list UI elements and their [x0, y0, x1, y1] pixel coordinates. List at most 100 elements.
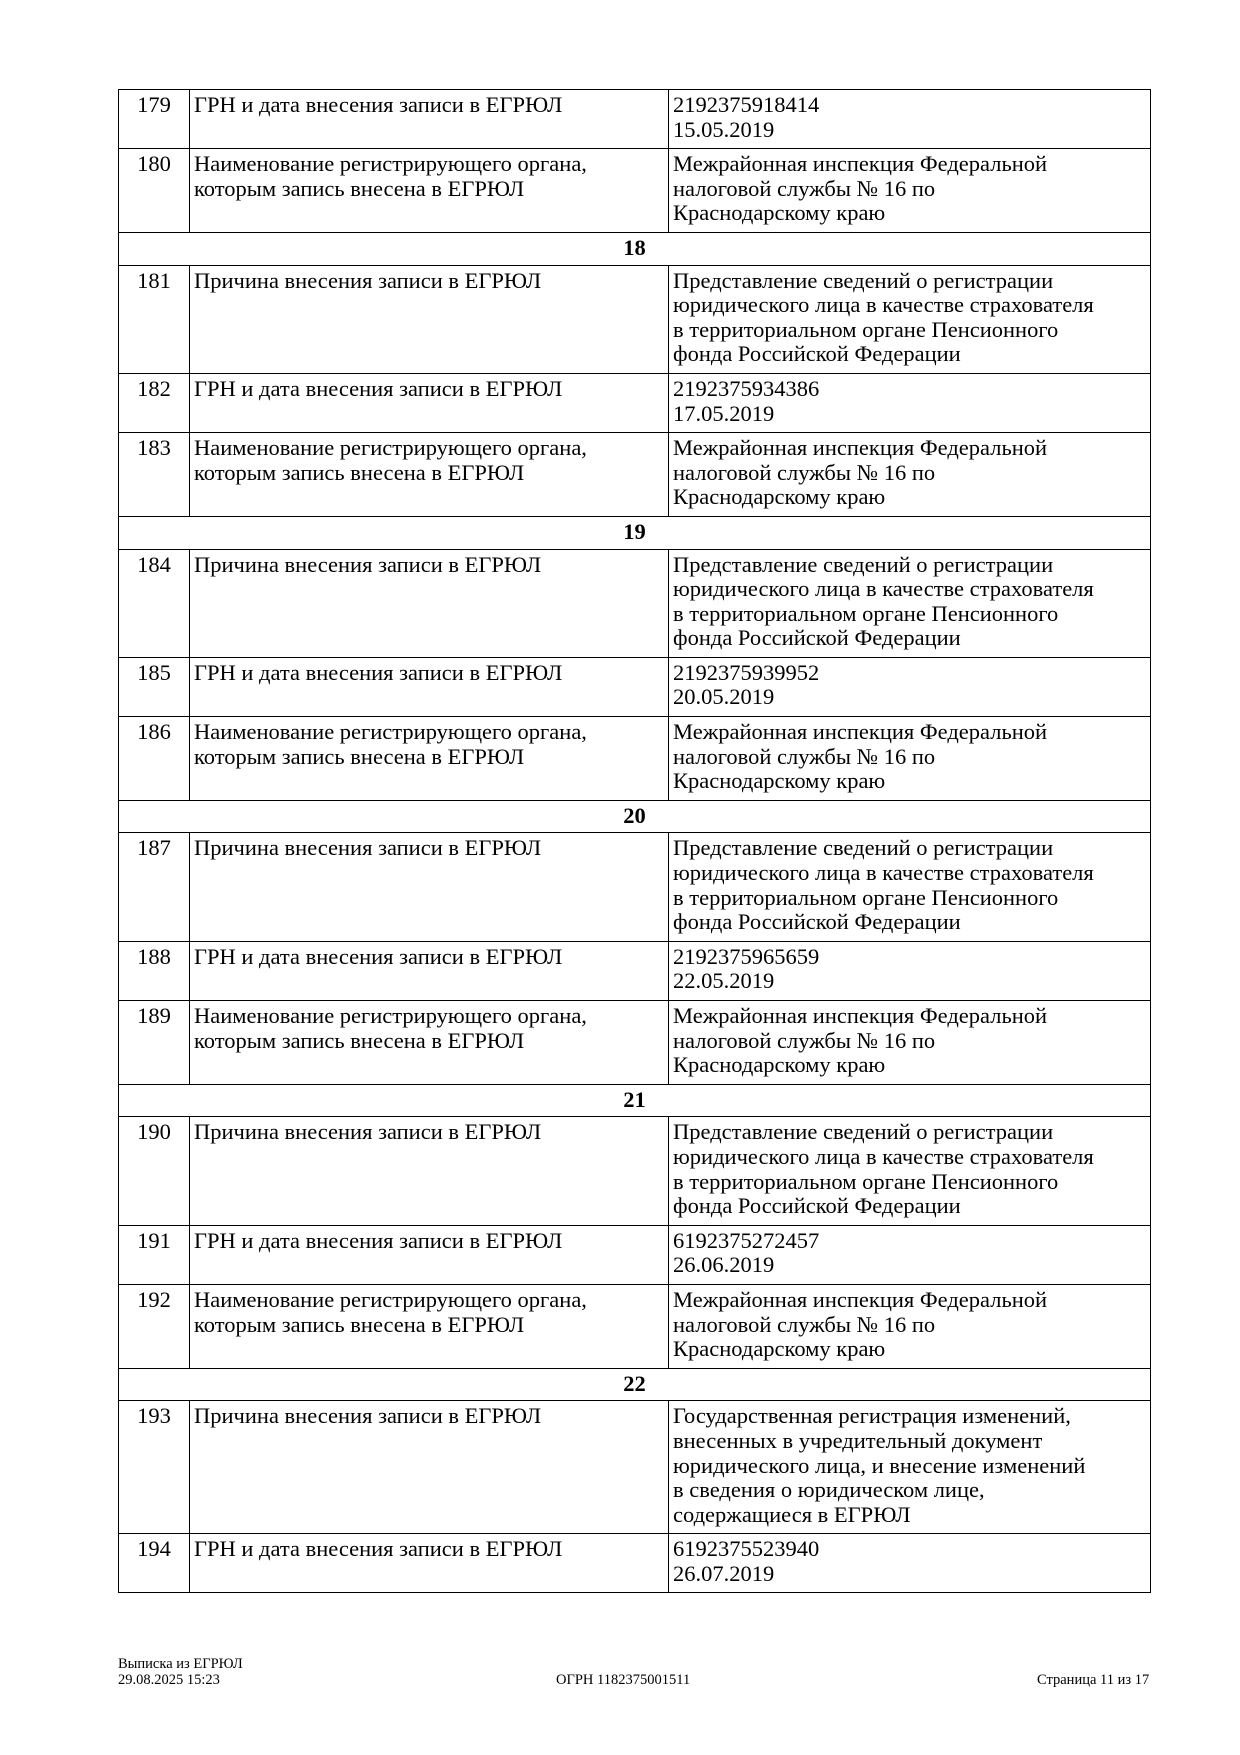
row-value-line: внесенных в учредительный документ	[673, 1427, 1043, 1453]
row-value-line: налоговой службы № 16 по	[673, 1027, 936, 1053]
row-value-line: юридического лица, и внесение изменений	[673, 1452, 1086, 1478]
row-number: 182	[118, 372, 190, 434]
table-row: 181 Причина внесения записи в ЕГРЮЛ Предст…	[118, 264, 1151, 374]
footer-doc-title: Выписка из ЕГРЮЛ	[118, 1656, 243, 1672]
row-value-line: фонда Российской Федерации	[673, 1193, 961, 1219]
table-row: 188 ГРН и дата внесения записи в ЕГРЮЛ 219…	[118, 940, 1151, 1002]
row-value-line: Представление сведений о регистрации	[673, 835, 1054, 861]
row-value-line: фонда Российской Федерации	[673, 341, 961, 367]
row-value-line: налоговой службы № 16 по	[673, 175, 936, 201]
row-value-line: Представление сведений о регистрации	[673, 1119, 1054, 1145]
row-value-line: в территориальном органе Пенсионного	[673, 600, 1059, 626]
row-number: 188	[118, 940, 190, 1002]
row-label: Причина внесения записи в ЕГРЮЛ	[189, 264, 669, 374]
row-label: ГРН и дата внесения записи в ЕГРЮЛ	[189, 656, 669, 718]
row-number: 192	[118, 1283, 190, 1369]
row-value-line: 2192375939952	[673, 659, 820, 685]
footer-ogrn: ОГРН 1182375001511	[556, 1672, 691, 1688]
row-number: 193	[118, 1400, 190, 1535]
row-value-line: Краснодарскому краю	[673, 484, 886, 510]
section-header-row: 20	[118, 799, 1151, 834]
row-label: Наименование регистрирующего органа, кот…	[189, 148, 669, 233]
row-number: 179	[118, 88, 190, 150]
footer-datetime: 29.08.2025 15:23	[118, 1672, 220, 1688]
row-label: Причина внесения записи в ЕГРЮЛ	[189, 832, 669, 942]
table-row: 194 ГРН и дата внесения записи в ЕГРЮЛ 619…	[118, 1533, 1151, 1594]
row-value: Межрайонная инспекция Федеральной налогов…	[668, 432, 1151, 517]
row-value: Государственная регистрация изменений, вн…	[668, 1400, 1151, 1535]
row-value-line: 2192375918414	[673, 92, 820, 117]
row-value-line: 22.05.2019	[673, 968, 775, 994]
row-label: Наименование регистрирующего органа, кот…	[189, 432, 669, 517]
row-value-line: Краснодарскому краю	[673, 200, 886, 226]
row-number: 184	[118, 548, 190, 658]
row-label: Причина внесения записи в ЕГРЮЛ	[189, 1400, 669, 1535]
row-label: ГРН и дата внесения записи в ЕГРЮЛ	[189, 1224, 669, 1285]
section-header-row: 18	[118, 231, 1151, 266]
row-value-line: Государственная регистрация изменений,	[673, 1403, 1071, 1429]
row-value: 6192375272457 26.06.2019	[668, 1224, 1151, 1285]
row-value-line: 20.05.2019	[673, 684, 775, 710]
section-header-row: 22	[118, 1367, 1151, 1402]
row-value-line: юридического лица в качестве страховател…	[673, 1143, 1094, 1169]
row-value: Представление сведений о регистрации юрид…	[668, 1116, 1151, 1226]
row-value-line: 6192375523940	[673, 1536, 820, 1562]
table-row: 183 Наименование регистрирующего органа, …	[118, 432, 1151, 517]
table-row: 193 Причина внесения записи в ЕГРЮЛ Госуда…	[118, 1400, 1151, 1535]
row-value-line: Межрайонная инспекция Федеральной	[673, 435, 1048, 461]
row-value-line: 17.05.2019	[673, 400, 775, 426]
row-value-line: юридического лица в качестве страховател…	[673, 576, 1094, 602]
row-value: 2192375939952 20.05.2019	[668, 656, 1151, 718]
row-number: 191	[118, 1224, 190, 1285]
table-row: 186 Наименование регистрирующего органа, …	[118, 716, 1151, 801]
row-number: 181	[118, 264, 190, 374]
table-row: 185 ГРН и дата внесения записи в ЕГРЮЛ 219…	[118, 656, 1151, 718]
row-value-line: Представление сведений о регистрации	[673, 267, 1054, 293]
row-value: 2192375918414 15.05.2019	[668, 88, 1151, 150]
row-value-line: 26.06.2019	[673, 1252, 775, 1278]
table-row: 179 ГРН и дата внесения записи в ЕГРЮЛ 219…	[118, 88, 1151, 150]
row-value-line: юридического лица в качестве страховател…	[673, 292, 1094, 318]
row-value: Межрайонная инспекция Федеральной налогов…	[668, 1000, 1151, 1085]
row-value-line: 2192375965659	[673, 943, 820, 969]
row-value: Представление сведений о регистрации юрид…	[668, 548, 1151, 658]
row-label: Причина внесения записи в ЕГРЮЛ	[189, 1116, 669, 1226]
section-number: 18	[118, 231, 1151, 266]
row-label: Наименование регистрирующего органа, кот…	[189, 716, 669, 801]
row-number: 185	[118, 656, 190, 718]
row-value-line: Межрайонная инспекция Федеральной	[673, 1003, 1048, 1028]
row-value-line: налоговой службы № 16 по	[673, 459, 936, 485]
row-value: Межрайонная инспекция Федеральной налогов…	[668, 1283, 1151, 1369]
row-label: Наименование регистрирующего органа, кот…	[189, 1283, 669, 1369]
row-label: ГРН и дата внесения записи в ЕГРЮЛ	[189, 940, 669, 1002]
row-value-line: налоговой службы № 16 по	[673, 743, 936, 769]
row-value: 2192375965659 22.05.2019	[668, 940, 1151, 1002]
footer-page-number: Страница 11 из 17	[1037, 1672, 1150, 1688]
table-row: 187 Причина внесения записи в ЕГРЮЛ Предст…	[118, 832, 1151, 942]
table-row: 189 Наименование регистрирующего органа, …	[118, 1000, 1151, 1085]
table-row: 182 ГРН и дата внесения записи в ЕГРЮЛ 219…	[118, 372, 1151, 434]
section-header-row: 19	[118, 515, 1151, 550]
row-label: Наименование регистрирующего органа, кот…	[189, 1000, 669, 1085]
table-row: 180 Наименование регистрирующего органа, …	[118, 148, 1151, 233]
row-label: ГРН и дата внесения записи в ЕГРЮЛ	[189, 88, 669, 150]
row-value-line: Межрайонная инспекция Федеральной	[673, 1286, 1048, 1312]
row-value-line: Межрайонная инспекция Федеральной	[673, 151, 1048, 177]
footer-left: Выписка из ЕГРЮЛ 29.08.2025 15:23	[118, 1656, 243, 1688]
row-number: 189	[118, 1000, 190, 1085]
section-number: 22	[118, 1367, 1151, 1402]
row-number: 190	[118, 1116, 190, 1226]
row-value-line: Межрайонная инспекция Федеральной	[673, 719, 1048, 745]
row-value-line: Краснодарскому краю	[673, 768, 886, 794]
row-value: Представление сведений о регистрации юрид…	[668, 264, 1151, 374]
table-row: 190 Причина внесения записи в ЕГРЮЛ Предст…	[118, 1116, 1151, 1226]
row-value-line: Краснодарскому краю	[673, 1336, 886, 1362]
table-row: 191 ГРН и дата внесения записи в ЕГРЮЛ 619…	[118, 1224, 1151, 1285]
row-value-line: Краснодарскому краю	[673, 1052, 886, 1078]
row-label: Причина внесения записи в ЕГРЮЛ	[189, 548, 669, 658]
row-value: Межрайонная инспекция Федеральной налогов…	[668, 148, 1151, 233]
row-number: 183	[118, 432, 190, 517]
row-value: 6192375523940 26.07.2019	[668, 1533, 1151, 1594]
row-value-line: налоговой службы № 16 по	[673, 1311, 936, 1337]
row-value-line: фонда Российской Федерации	[673, 625, 961, 651]
